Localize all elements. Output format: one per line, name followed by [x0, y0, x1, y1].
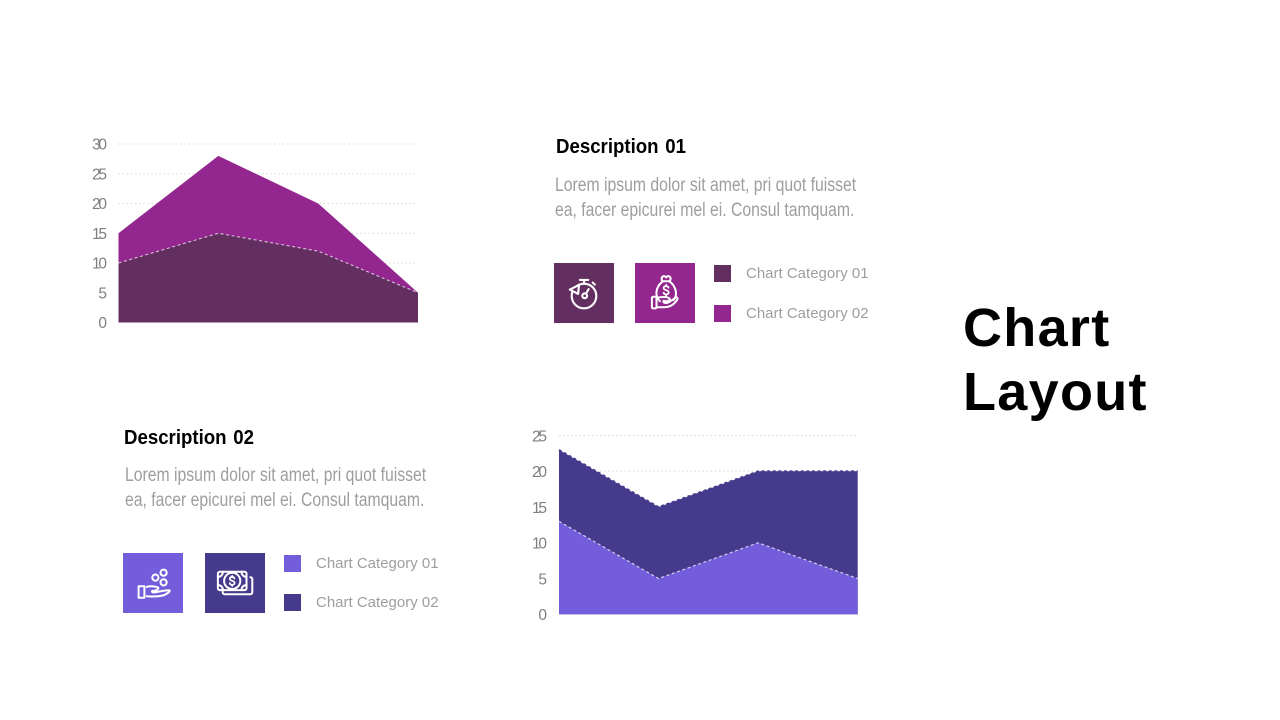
- svg-text:20: 20: [92, 196, 107, 213]
- svg-text:0: 0: [538, 607, 547, 624]
- svg-text:30: 30: [92, 137, 107, 154]
- svg-text:15: 15: [92, 226, 107, 243]
- svg-text:25: 25: [532, 428, 547, 445]
- svg-text:0: 0: [98, 315, 107, 332]
- svg-text:10: 10: [92, 256, 107, 273]
- svg-text:20: 20: [532, 464, 547, 481]
- svg-text:5: 5: [98, 285, 107, 302]
- svg-text:25: 25: [92, 166, 107, 183]
- svg-text:5: 5: [538, 571, 547, 588]
- svg-text:15: 15: [532, 500, 547, 517]
- svg-text:10: 10: [532, 536, 547, 553]
